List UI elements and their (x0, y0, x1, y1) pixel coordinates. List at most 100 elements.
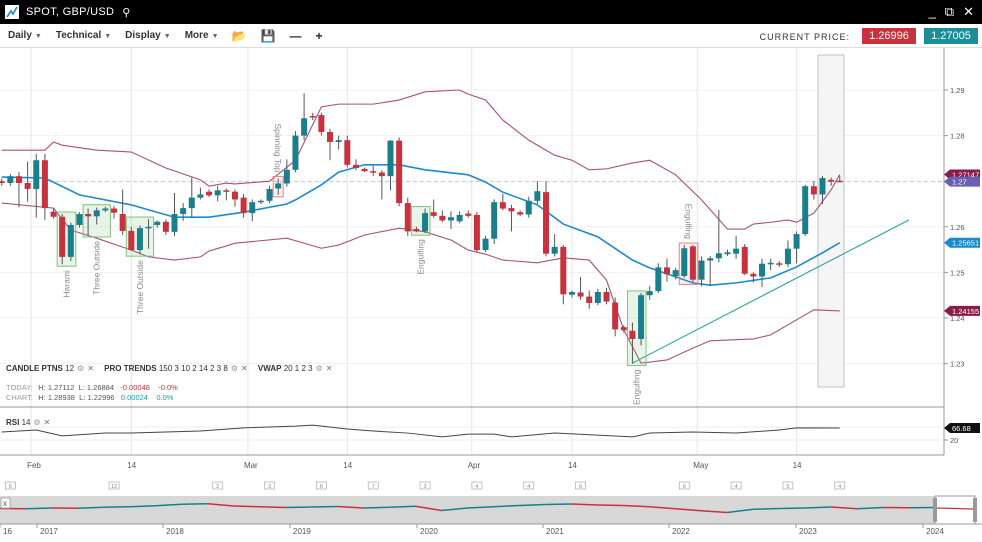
candle-body (482, 238, 489, 251)
gear-icon[interactable]: ⚙ (315, 364, 323, 373)
candle-body (352, 164, 359, 168)
menu-daily[interactable]: Daily ▼ (8, 30, 42, 41)
navigator-line-segment (389, 505, 416, 508)
candle (0, 178, 5, 186)
candle (655, 263, 662, 293)
event-marker[interactable]: 3 (419, 481, 431, 490)
event-marker[interactable]: 4 (730, 481, 742, 490)
event-count: 2 (216, 484, 219, 490)
candle (111, 205, 118, 219)
candle (223, 188, 230, 201)
event-icon (264, 481, 275, 490)
candle-body (404, 203, 411, 232)
title-bar: SPOT, GBP/USD ⚲ _ ⧉ ✕ (0, 0, 982, 24)
candle (629, 322, 636, 364)
price-chart[interactable]: 1.29 1.28 1.27 1.26 1.25 1.24 1.23 Feb 14 Mar 14 Ap… (0, 48, 982, 542)
navigator-background (0, 496, 935, 524)
candle-body (491, 202, 498, 239)
stat-label: TODAY: (6, 383, 33, 392)
pattern-label: Engulfing (684, 204, 694, 240)
event-marker[interactable]: 6 (678, 481, 690, 490)
navigator-selection[interactable] (934, 495, 976, 525)
save-icon[interactable]: 💾 (260, 28, 276, 43)
menu-more[interactable]: More ▼ (185, 30, 219, 41)
event-marker[interactable]: 4 (834, 481, 846, 490)
folder-open-icon[interactable]: 📂 (231, 28, 247, 43)
candle (473, 212, 480, 252)
close-icon[interactable]: ✕ (87, 364, 94, 373)
zoom-out-icon[interactable]: — (289, 28, 302, 43)
navigator-line-segment (129, 505, 156, 508)
candle-body (715, 253, 722, 259)
trendline (632, 219, 910, 364)
candle (162, 219, 169, 236)
candle-body (50, 211, 57, 217)
event-marker[interactable]: 6 (575, 481, 586, 490)
bid-price-button[interactable]: 1.26996 (862, 28, 916, 44)
candle (128, 226, 135, 251)
candle-body (517, 212, 524, 215)
event-icon (419, 481, 431, 490)
event-marker[interactable]: 6 (316, 481, 327, 490)
navigator-year-label: 16 (3, 527, 12, 536)
event-marker[interactable]: 6 (4, 481, 16, 490)
pattern-label: Three Outside (135, 260, 145, 314)
candle (836, 175, 843, 183)
price-axis-badge-text: 1.24155 (952, 307, 979, 316)
event-marker[interactable]: 3 (264, 481, 275, 490)
close-icon[interactable]: ✕ (240, 364, 248, 373)
event-marker[interactable]: 2 (212, 481, 224, 490)
event-marker[interactable]: 7 (367, 481, 379, 490)
gear-icon[interactable]: ⚙ (77, 364, 85, 373)
gear-icon[interactable]: ⚙ (230, 364, 238, 373)
candle (24, 161, 31, 202)
candle (50, 208, 57, 219)
event-marker[interactable]: 4 (523, 481, 535, 490)
candle-body (810, 186, 817, 195)
close-icon[interactable]: ✕ (325, 364, 333, 373)
navigator-line-segment (415, 505, 442, 512)
navigator-close-button[interactable] (0, 497, 11, 509)
candle-body (473, 214, 480, 251)
candle (586, 290, 593, 309)
candle-body (577, 292, 584, 297)
navigator-year-label: 2021 (546, 527, 564, 536)
candle (681, 245, 688, 278)
ask-price-button[interactable]: 1.27005 (924, 28, 978, 44)
navigator-right-handle[interactable] (973, 498, 977, 522)
candle (577, 276, 584, 300)
popout-icon[interactable]: ⧉ (944, 4, 955, 19)
candle-body (560, 246, 567, 295)
navigator-left-handle[interactable] (933, 498, 937, 522)
navigator-line-segment (805, 506, 832, 509)
candle-body (439, 215, 446, 221)
close-icon[interactable]: ✕ (963, 4, 974, 19)
minimize-icon[interactable]: _ (928, 4, 936, 19)
candle (33, 153, 40, 218)
menu-technical[interactable]: Technical ▼ (56, 30, 111, 41)
candle (802, 184, 809, 236)
candle (784, 240, 791, 267)
event-marker[interactable]: 12 (108, 481, 120, 490)
price-axis-badge (944, 237, 980, 248)
date-tick-label: May (693, 461, 708, 470)
candle-body (292, 135, 299, 170)
candle (672, 267, 679, 280)
navigator-line-segment (779, 507, 806, 510)
search-icon[interactable]: ⚲ (122, 6, 131, 19)
menu-display[interactable]: Display ▼ (125, 30, 171, 41)
candle (759, 258, 766, 287)
gear-icon[interactable]: ⚙ (33, 418, 41, 427)
navigator-line-segment (337, 505, 364, 509)
close-icon[interactable]: ✕ (43, 418, 51, 427)
candle-body (275, 183, 282, 189)
event-count: 6 (579, 484, 582, 490)
candle-body (776, 263, 783, 265)
event-marker[interactable]: 4 (471, 481, 483, 490)
event-icon (4, 481, 16, 490)
event-marker[interactable]: 5 (782, 481, 794, 490)
chevron-down-icon: ▼ (104, 33, 112, 40)
zoom-in-icon[interactable]: + (315, 28, 323, 43)
price-tick-label: 1.28 (950, 132, 965, 141)
event-count: 4 (735, 484, 738, 490)
